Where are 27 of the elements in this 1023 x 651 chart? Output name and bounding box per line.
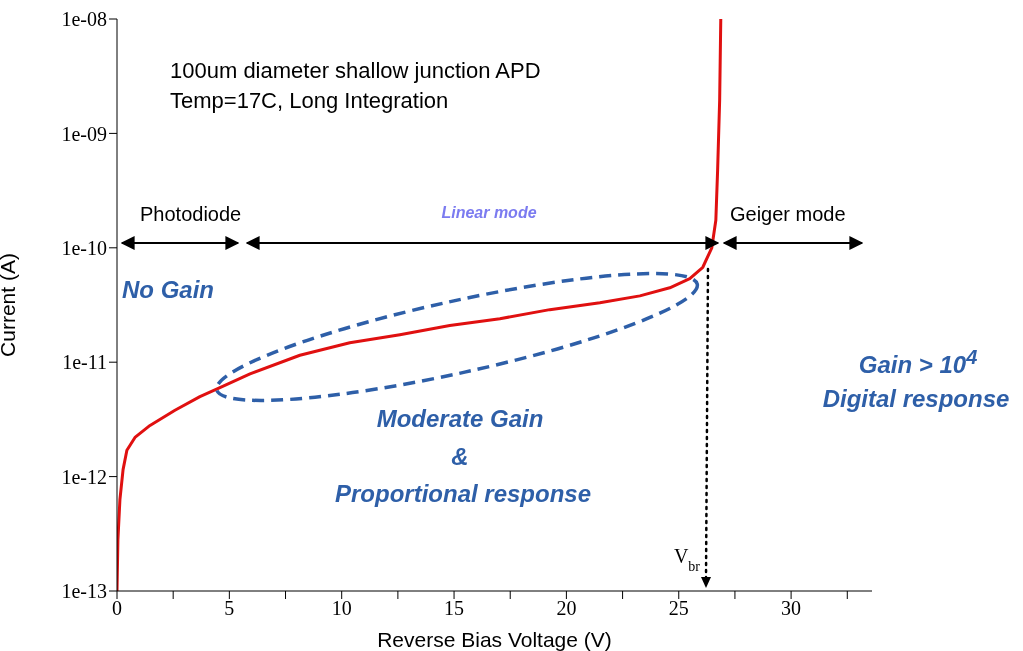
annotation: Digital response [822,385,1010,414]
annotation: Temp=17C, Long Integration [170,88,449,115]
y-tick-label: 1e-10 [61,236,107,259]
x-tick-label: 10 [331,597,352,620]
x-axis-title: Reverse Bias Voltage (V) [377,628,612,651]
x-tick-label: 15 [444,597,465,620]
x-tick-label: 20 [556,597,577,620]
y-axis-title: Current (A) [0,253,20,357]
annotation: Photodiode [140,202,242,226]
annotation: V$_{br}$ [673,545,701,574]
x-tick-label: 25 [668,597,689,620]
x-tick-label: 5 [224,597,235,620]
annotation: Gain > 10$^{4}$ [858,345,978,380]
annotation: Moderate Gain [376,405,544,434]
y-tick-label: 1e-12 [61,465,107,488]
y-tick-label: 1e-11 [62,351,107,374]
x-tick-label: 0 [112,597,122,620]
y-tick-label: 1e-08 [61,8,107,31]
x-tick-label: 30 [781,597,802,620]
y-tick-label: 1e-09 [61,122,107,145]
annotation: Proportional response [334,480,592,509]
annotation: & [451,443,469,472]
annotation: Geiger mode [730,202,846,226]
y-tick-label: 1e-13 [61,580,107,603]
annotation: No Gain [122,276,215,305]
annotation: Linear mode [441,203,537,223]
annotation: 100um diameter shallow junction APD [170,58,541,85]
